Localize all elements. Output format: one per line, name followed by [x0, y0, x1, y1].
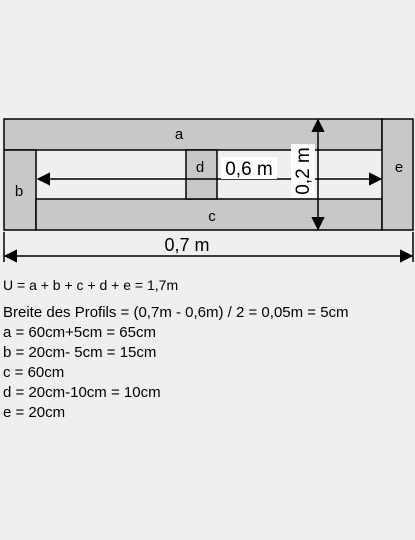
calc-line-c: c = 60cm	[3, 364, 65, 381]
height-label: 0,2 m	[293, 147, 314, 195]
label-a: a	[175, 126, 184, 143]
profile-diagram: a b c d e 0,6 m 0,2 m 0,7 m	[3, 118, 414, 263]
bar-b	[3, 149, 37, 231]
bar-a	[3, 118, 383, 151]
height-label-bg	[291, 144, 315, 198]
calc-line-a: a = 60cm+5cm = 65cm	[3, 324, 156, 341]
label-b: b	[15, 183, 23, 200]
profile-width-line: Breite des Profils = (0,7m - 0,6m) / 2 =…	[3, 304, 349, 321]
calc-line-b: b = 20cm- 5cm = 15cm	[3, 344, 157, 361]
outer-width-label: 0,7 m	[164, 235, 209, 255]
inner-width-label-bg	[221, 157, 277, 179]
label-d: d	[196, 159, 204, 176]
perimeter-formula: U = a + b + c + d + e = 1,7m	[3, 277, 179, 293]
calculation-text: U = a + b + c + d + e = 1,7m Breite des …	[3, 275, 415, 423]
label-c: c	[208, 208, 216, 225]
inner-width-label: 0,6 m	[225, 159, 273, 180]
calc-line-d: d = 20cm-10cm = 10cm	[3, 384, 161, 401]
calc-line-e: e = 20cm	[3, 404, 66, 421]
label-e: e	[395, 159, 403, 176]
bar-e	[381, 118, 414, 231]
